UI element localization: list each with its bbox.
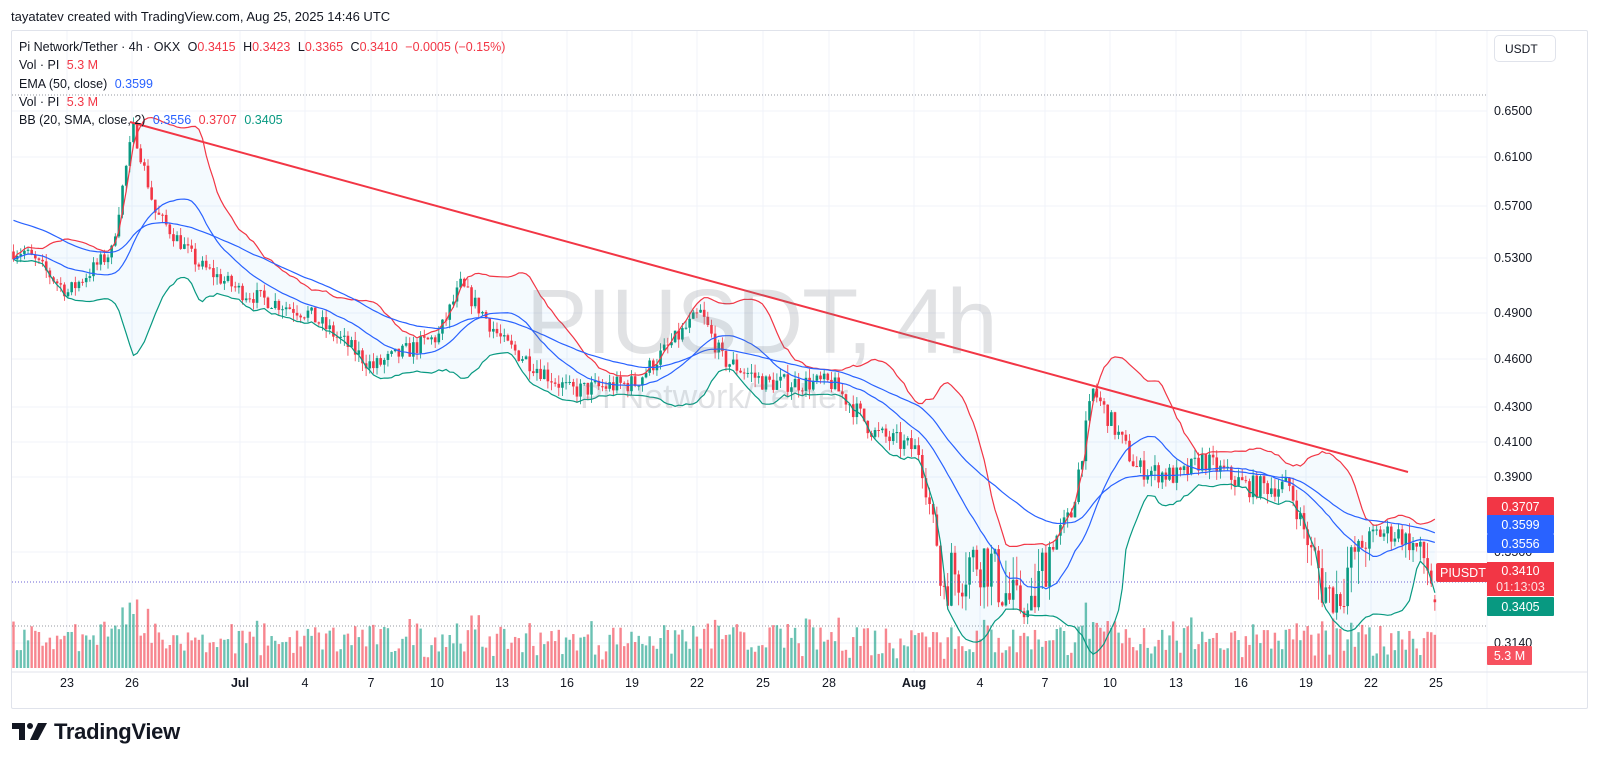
close-label: C (350, 40, 360, 54)
y-tick: 0.3900 (1494, 470, 1533, 484)
legend-volume2-row[interactable]: Vol · PI 5.3 M (19, 93, 509, 111)
open-value: 0.3415 (197, 40, 236, 54)
x-tick: 25 (756, 676, 770, 690)
low-label: L (297, 40, 305, 54)
x-tick: 4 (301, 676, 309, 690)
bb-basis-value: 0.3556 (152, 113, 192, 128)
low-value: 0.3365 (304, 40, 344, 54)
x-tick: 22 (690, 676, 704, 690)
y-tick: 0.4300 (1494, 400, 1533, 414)
x-tick: 7 (1041, 676, 1049, 690)
x-tick: Jul (230, 676, 250, 690)
ema-price-tag: 0.3599 (1487, 515, 1554, 534)
x-tick: 16 (1234, 676, 1248, 690)
y-tick: 0.5700 (1494, 199, 1533, 213)
x-tick: 19 (1299, 676, 1313, 690)
x-tick: 13 (1169, 676, 1183, 690)
x-tick: 28 (822, 676, 836, 690)
last-price-value: 0.3410 (1501, 564, 1540, 578)
x-tick: 16 (560, 676, 574, 690)
y-tick: 0.4600 (1494, 352, 1533, 366)
tradingview-logo-icon (12, 723, 47, 740)
x-tick: 13 (495, 676, 509, 690)
x-tick: 10 (430, 676, 444, 690)
chart-frame (11, 30, 1588, 709)
x-tick: 26 (125, 676, 139, 690)
legend: Pi Network/Tether · 4h · OKX O0.3415 H0.… (19, 38, 509, 129)
currency-button[interactable]: USDT (1494, 35, 1556, 62)
x-tick: 19 (625, 676, 639, 690)
bar-countdown: 01:13:03 (1496, 580, 1545, 594)
y-tick: 0.4900 (1494, 306, 1533, 320)
y-tick: 0.4100 (1494, 435, 1533, 449)
bb-lower-value: 0.3405 (244, 113, 283, 128)
y-tick: 0.6500 (1494, 104, 1533, 118)
symbol-title: Pi Network/Tether · 4h · OKX (19, 40, 181, 54)
y-tick: 0.6100 (1494, 150, 1533, 164)
high-value: 0.3423 (252, 40, 291, 54)
open-label: O (187, 40, 198, 54)
last-price-tag: 0.3410 01:13:03 (1487, 562, 1554, 596)
x-tick: Aug (901, 676, 927, 690)
volume-label: Vol · PI (19, 58, 60, 73)
volume-bars (12, 599, 1437, 668)
x-tick: 25 (1429, 676, 1443, 690)
close-value: 0.3410 (359, 40, 398, 54)
volume2-value: 5.3 M (66, 94, 99, 109)
x-tick: 4 (976, 676, 984, 690)
trendline (129, 121, 1409, 473)
bollinger-upper-line (13, 116, 1436, 548)
change-value: −0.0005 (−0.15%) (405, 40, 506, 54)
volume-price-tag: 5.3 M (1487, 646, 1532, 665)
legend-symbol-row[interactable]: Pi Network/Tether · 4h · OKX O0.3415 H0.… (19, 38, 509, 56)
legend-volume-row[interactable]: Vol · PI 5.3 M (19, 56, 509, 74)
ema-line (13, 219, 1436, 534)
symbol-price-tag: PIUSDT (1436, 563, 1490, 582)
tradingview-logo-text: TradingView (54, 719, 180, 744)
grid-lines (12, 31, 1487, 672)
bb-basis-price-tag: 0.3556 (1487, 534, 1554, 553)
bollinger-basis-line (13, 198, 1436, 590)
legend-bb-row[interactable]: BB (20, SMA, close, 2) 0.3556 0.3707 0.3… (19, 111, 509, 129)
volume2-label: Vol · PI (19, 94, 60, 109)
x-tick: 23 (60, 676, 74, 690)
bb-upper-price-tag: 0.3707 (1487, 497, 1554, 516)
volume-value: 5.3 M (66, 58, 99, 73)
bollinger-fill (13, 117, 1435, 655)
bb-label: BB (20, SMA, close, 2) (19, 113, 146, 128)
tradingview-logo[interactable]: TradingView (12, 719, 180, 745)
x-tick: 22 (1364, 676, 1378, 690)
bb-lower-price-tag: 0.3405 (1487, 597, 1554, 616)
x-tick: 7 (367, 676, 375, 690)
watermark-description: Pi Network/Tether (580, 378, 849, 416)
x-tick: 10 (1103, 676, 1117, 690)
candlesticks (12, 117, 1437, 625)
ema-label: EMA (50, close) (19, 76, 108, 91)
bb-upper-value: 0.3707 (198, 113, 237, 128)
chart-credit: tayatatev created with TradingView.com, … (11, 9, 391, 24)
legend-ema-row[interactable]: EMA (50, close) 0.3599 (19, 75, 509, 93)
y-tick: 0.5300 (1494, 251, 1533, 265)
high-label: H (243, 40, 253, 54)
ema-value: 0.3599 (114, 76, 153, 91)
bollinger-lower-line (13, 258, 1436, 655)
watermark-symbol: PIUSDT, 4h (526, 271, 998, 373)
